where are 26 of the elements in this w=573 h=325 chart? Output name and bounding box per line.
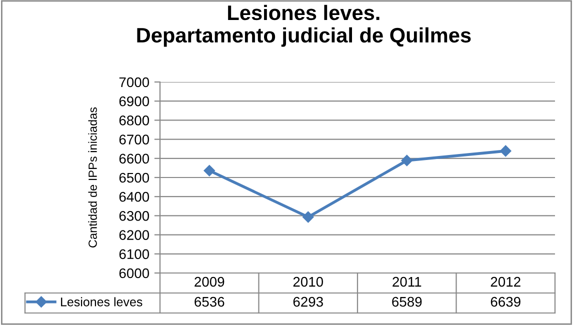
chart-title: Lesiones leves. Departamento judicial de Quilmes (137, 4, 471, 47)
y-tick-label: 6000 (119, 268, 150, 278)
y-tick-label: 7000 (119, 77, 150, 88)
x-tick-label: 2011 (392, 276, 422, 287)
point (302, 211, 314, 223)
y-tick-label: 6800 (119, 116, 150, 126)
point (500, 145, 512, 157)
y-tick-label: 6100 (119, 249, 150, 260)
x-tick-label: 2012 (490, 276, 520, 287)
point (204, 165, 215, 176)
data-label: 6293 (293, 296, 323, 307)
y-tick-label: 6400 (119, 192, 150, 202)
y-axis-title: Cantidad de IPPs iniciadas (88, 107, 97, 248)
y-tick-label: 6500 (119, 172, 150, 183)
legend-label: Lesiones leves (61, 297, 142, 306)
data-label: 6536 (194, 296, 224, 307)
y-tick-label: 6900 (119, 96, 150, 106)
y-tick-label: 6300 (119, 211, 150, 221)
data-label: 6639 (490, 296, 520, 307)
x-tick-label: 2010 (293, 276, 324, 287)
point (401, 154, 412, 166)
y-tick-label: 6700 (119, 134, 150, 144)
data-label: 6589 (392, 296, 422, 307)
y-tick-label: 6600 (119, 154, 150, 164)
y-tick-label: 6200 (119, 230, 150, 240)
x-tick-label: 2009 (194, 276, 224, 287)
